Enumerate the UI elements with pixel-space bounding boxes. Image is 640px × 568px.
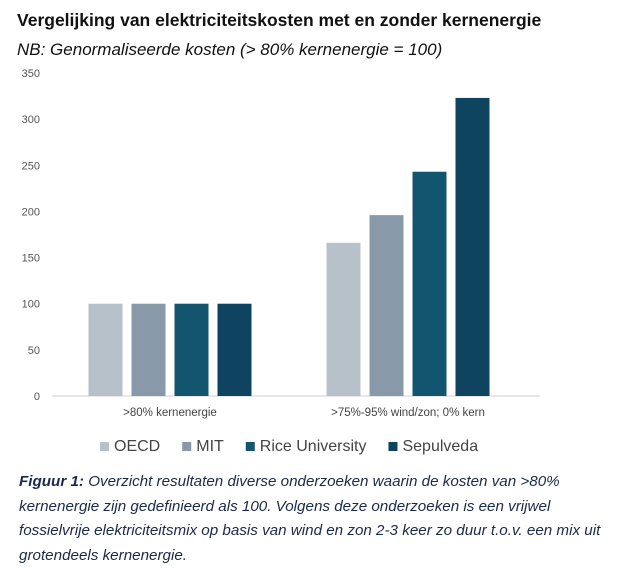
y-tick-label: 350 bbox=[22, 68, 40, 80]
bar-oecd bbox=[88, 303, 123, 396]
y-tick-label: 250 bbox=[22, 160, 40, 172]
y-tick-label: 0 bbox=[34, 391, 40, 403]
bar-sepulveda bbox=[217, 303, 252, 396]
bar-rice-university bbox=[412, 171, 447, 396]
y-tick-label: 50 bbox=[28, 345, 40, 357]
legend-label: Sepulveda bbox=[402, 438, 478, 455]
chart-subtitle: NB: Genormaliseerde kosten (> 80% kernen… bbox=[17, 40, 443, 59]
legend-swatch bbox=[245, 442, 255, 451]
bar-mit bbox=[131, 303, 166, 396]
legend-label: Rice University bbox=[260, 438, 367, 455]
caption-text: Overzicht resultaten diverse onderzoeken… bbox=[19, 473, 601, 564]
bar-chart: 0 50 100 150 200 250 300 350 >80% kernenergie >75… bbox=[22, 68, 540, 455]
bar-mit bbox=[369, 215, 404, 396]
bar-sepulveda bbox=[455, 97, 490, 396]
y-tick-label: 100 bbox=[22, 299, 40, 311]
figure-caption: Figuur 1: Overzicht resultaten diverse o… bbox=[19, 470, 619, 568]
caption-label: Figuur 1: bbox=[19, 473, 84, 490]
legend-label: MIT bbox=[196, 438, 224, 455]
legend-swatch bbox=[100, 442, 109, 451]
chart-title: Vergelijking van elektriciteitskosten me… bbox=[17, 10, 542, 30]
legend-swatch bbox=[182, 442, 192, 451]
bar-rice-university bbox=[174, 303, 209, 396]
y-tick-label: 200 bbox=[22, 206, 40, 218]
legend-label: OECD bbox=[114, 438, 160, 455]
x-tick-label: >80% kernenergie bbox=[123, 407, 217, 419]
bar-oecd bbox=[326, 242, 361, 396]
y-tick-label: 300 bbox=[22, 114, 40, 126]
x-tick-label: >75%-95% wind/zon; 0% kern bbox=[331, 407, 485, 419]
y-tick-label: 150 bbox=[22, 253, 40, 265]
legend-swatch bbox=[388, 442, 398, 451]
